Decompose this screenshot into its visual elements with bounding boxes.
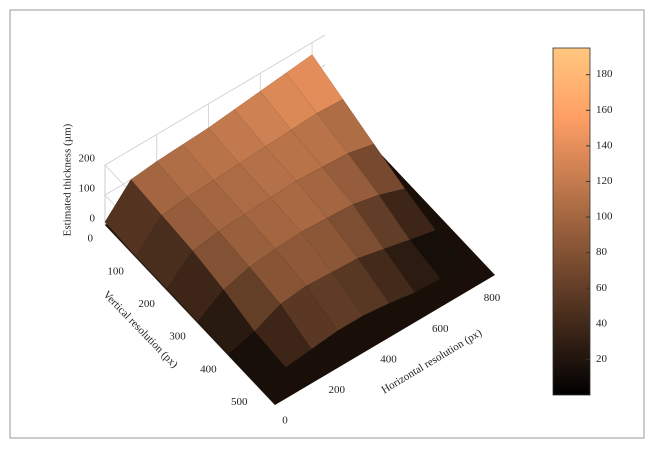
y-tick-label: 200 bbox=[138, 298, 155, 310]
colorbar-tick-label: 20 bbox=[596, 353, 608, 365]
x-tick-label: 0 bbox=[282, 415, 288, 427]
colorbar-tick-label: 40 bbox=[596, 317, 608, 329]
colorbar-tick-label: 180 bbox=[596, 68, 613, 80]
y-tick-label: 400 bbox=[200, 363, 217, 375]
z-tick-label: 200 bbox=[79, 153, 96, 165]
figure: Estimated thickness (µm) Vertical resolu… bbox=[0, 0, 654, 448]
z-tick-label: 100 bbox=[79, 183, 96, 195]
colorbar bbox=[553, 48, 590, 395]
colorbar-tick-label: 120 bbox=[596, 175, 613, 187]
x-tick-label: 200 bbox=[329, 384, 346, 396]
z-tick-label: 0 bbox=[90, 213, 96, 225]
x-tick-label: 400 bbox=[380, 353, 397, 365]
z-axis-label: Estimated thickness (µm) bbox=[62, 123, 74, 236]
x-tick-label: 800 bbox=[484, 292, 501, 304]
y-tick-label: 0 bbox=[88, 233, 94, 245]
colorbar-tick-label: 60 bbox=[596, 282, 608, 294]
colorbar-tick-label: 100 bbox=[596, 211, 613, 223]
colorbar-tick-label: 140 bbox=[596, 139, 613, 151]
colorbar-tick-label: 160 bbox=[596, 104, 613, 116]
y-tick-label: 100 bbox=[107, 265, 124, 277]
y-tick-label: 500 bbox=[231, 396, 248, 408]
y-tick-label: 300 bbox=[169, 331, 186, 343]
colorbar-tick-label: 80 bbox=[596, 246, 608, 258]
x-tick-label: 600 bbox=[432, 323, 449, 335]
